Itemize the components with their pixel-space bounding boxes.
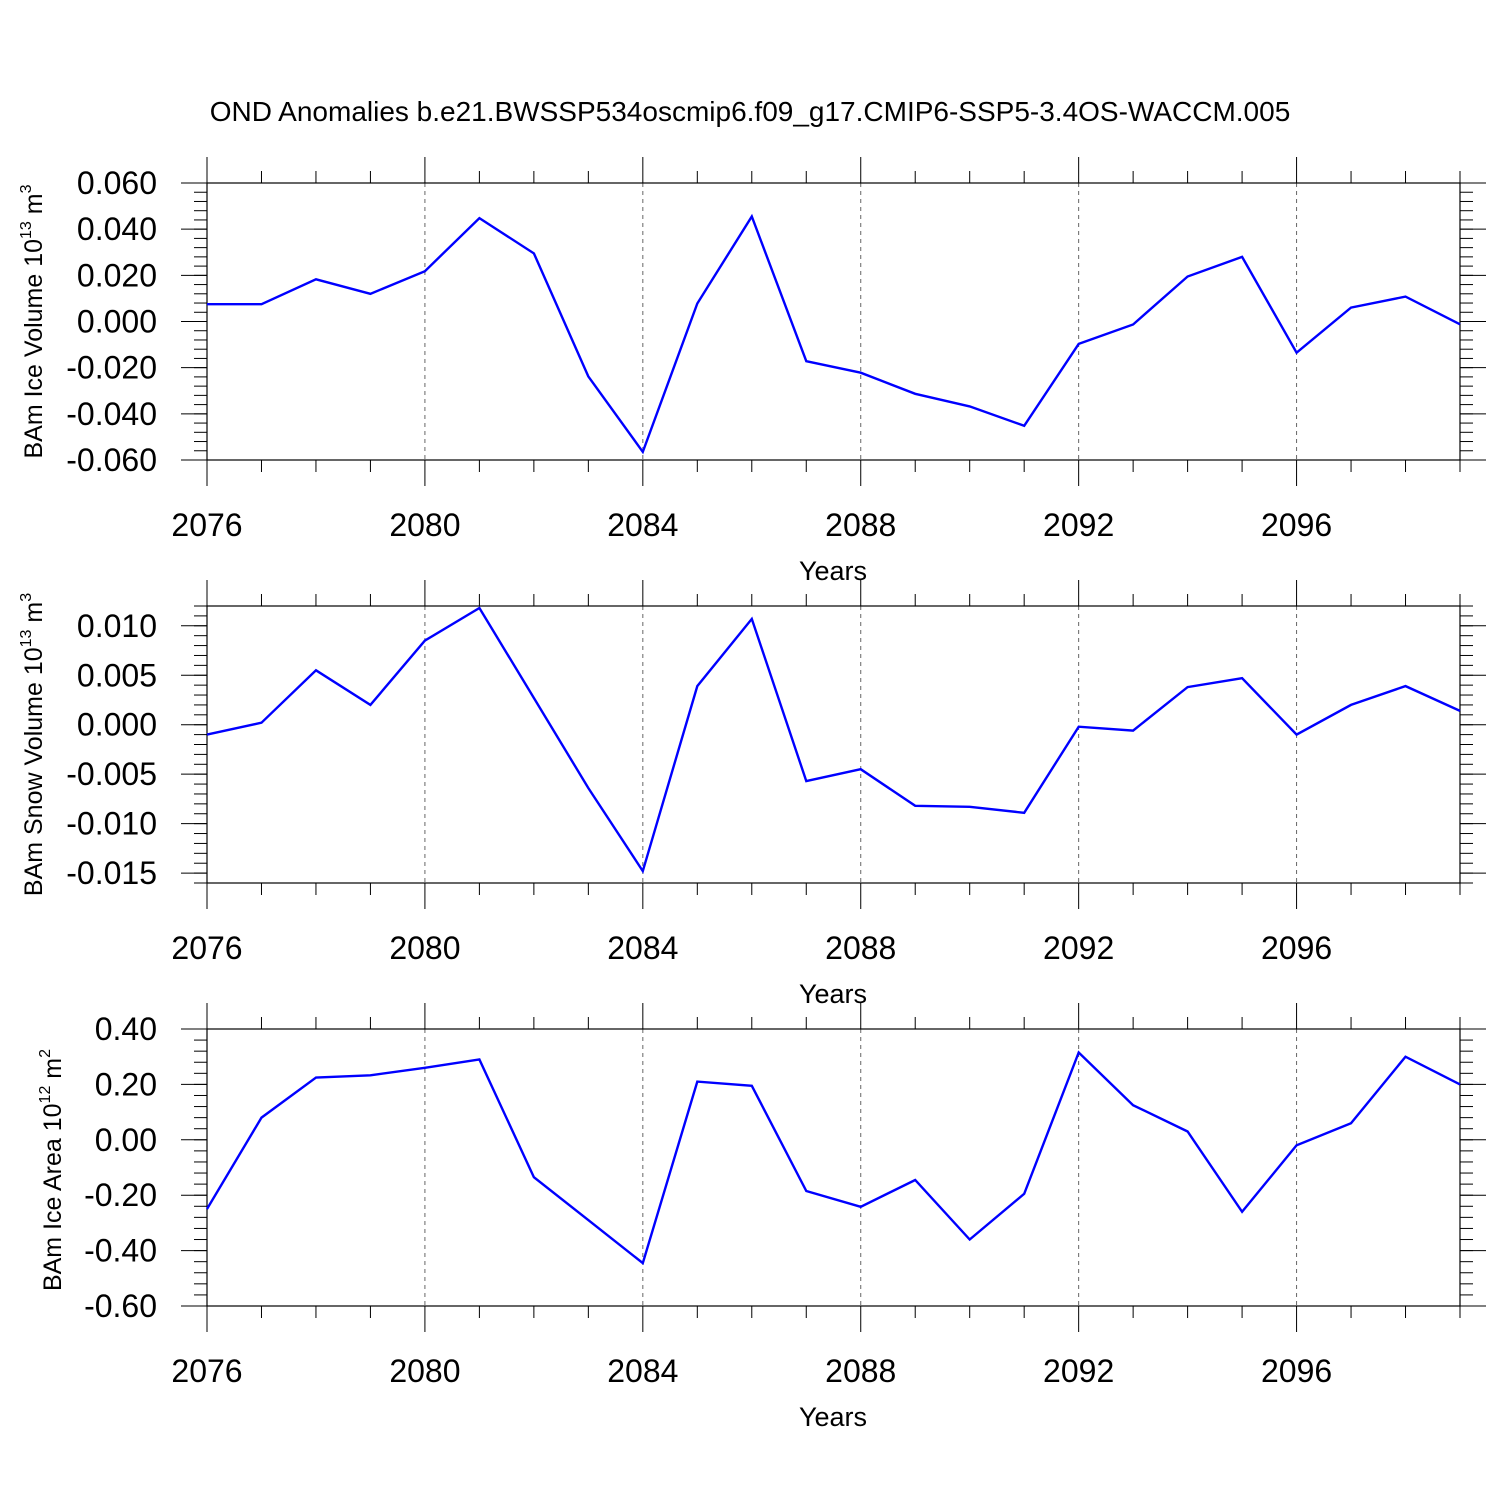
x-tick-label: 2088 [825, 1353, 896, 1389]
x-tick-label: 2076 [171, 930, 242, 966]
y-tick-label: 0.005 [77, 657, 157, 693]
plot-frame [206, 605, 1461, 884]
x-tick-label: 2080 [389, 507, 460, 543]
x-tick-label: 2076 [171, 1353, 242, 1389]
x-axis-label: Years [799, 979, 867, 1009]
x-axis-label: Years [799, 1402, 867, 1432]
y-tick-label: 0.40 [95, 1011, 157, 1047]
x-tick-label: 2076 [171, 507, 242, 543]
panel-3: 2076 2080 2084 2088 2092 2096 -0.60 -0.40 -0.20 0… [37, 1003, 1486, 1432]
y-tick-label: -0.20 [84, 1177, 157, 1213]
x-tick-label: 2092 [1043, 1353, 1114, 1389]
panel-1: 2076 2080 2084 2088 2092 2096 -0.060 -0.040 -0.0… [18, 157, 1486, 586]
y-tick-label: 0.20 [95, 1066, 157, 1102]
x-tick-label: 2080 [389, 1353, 460, 1389]
y-axis-label: BAm Ice Volume 1013 m3 [18, 184, 48, 458]
panels: 2076 2080 2084 2088 2092 2096 -0.060 -0.040 -0.0… [18, 157, 1486, 1432]
y-tick-label: -0.010 [66, 806, 157, 842]
plot-frame [206, 182, 1461, 461]
x-tick-label: 2088 [825, 930, 896, 966]
chart-title: OND Anomalies b.e21.BWSSP534oscmip6.f09_… [210, 96, 1291, 127]
series-line [206, 606, 1461, 874]
y-tick-label: 0.010 [77, 608, 157, 644]
y-tick-label: -0.015 [66, 855, 157, 891]
y-tick-label: -0.060 [66, 442, 157, 478]
y-tick-label: 0.000 [77, 707, 157, 743]
y-tick-label: 0.000 [77, 304, 157, 340]
y-tick-label: -0.40 [84, 1233, 157, 1269]
x-tick-label: 2084 [607, 1353, 678, 1389]
y-tick-label: -0.040 [66, 396, 157, 432]
x-tick-label: 2092 [1043, 507, 1114, 543]
x-tick-label: 2096 [1261, 507, 1332, 543]
series-line [207, 213, 1461, 455]
y-tick-label: 0.00 [95, 1122, 157, 1158]
plot-frame [206, 1028, 1461, 1307]
y-tick-label: 0.040 [77, 211, 157, 247]
y-tick-label: -0.020 [66, 350, 157, 386]
x-tick-label: 2092 [1043, 930, 1114, 966]
y-axis-label: BAm Ice Area 1012 m2 [37, 1049, 67, 1291]
y-tick-label: -0.005 [66, 756, 157, 792]
series-line [205, 1050, 1461, 1266]
x-tick-label: 2084 [607, 507, 678, 543]
panel-2: 2076 2080 2084 2088 2092 2096 -0.015 -0.010 -0.0… [18, 580, 1486, 1009]
x-axis-label: Years [799, 556, 867, 586]
y-tick-label: -0.60 [84, 1288, 157, 1324]
x-tick-label: 2084 [607, 930, 678, 966]
y-axis-label: BAm Snow Volume 1013 m3 [18, 593, 48, 896]
x-tick-label: 2096 [1261, 1353, 1332, 1389]
x-tick-label: 2088 [825, 507, 896, 543]
x-tick-label: 2096 [1261, 930, 1332, 966]
y-tick-label: 0.020 [77, 257, 157, 293]
y-tick-label: 0.060 [77, 165, 157, 201]
x-tick-label: 2080 [389, 930, 460, 966]
